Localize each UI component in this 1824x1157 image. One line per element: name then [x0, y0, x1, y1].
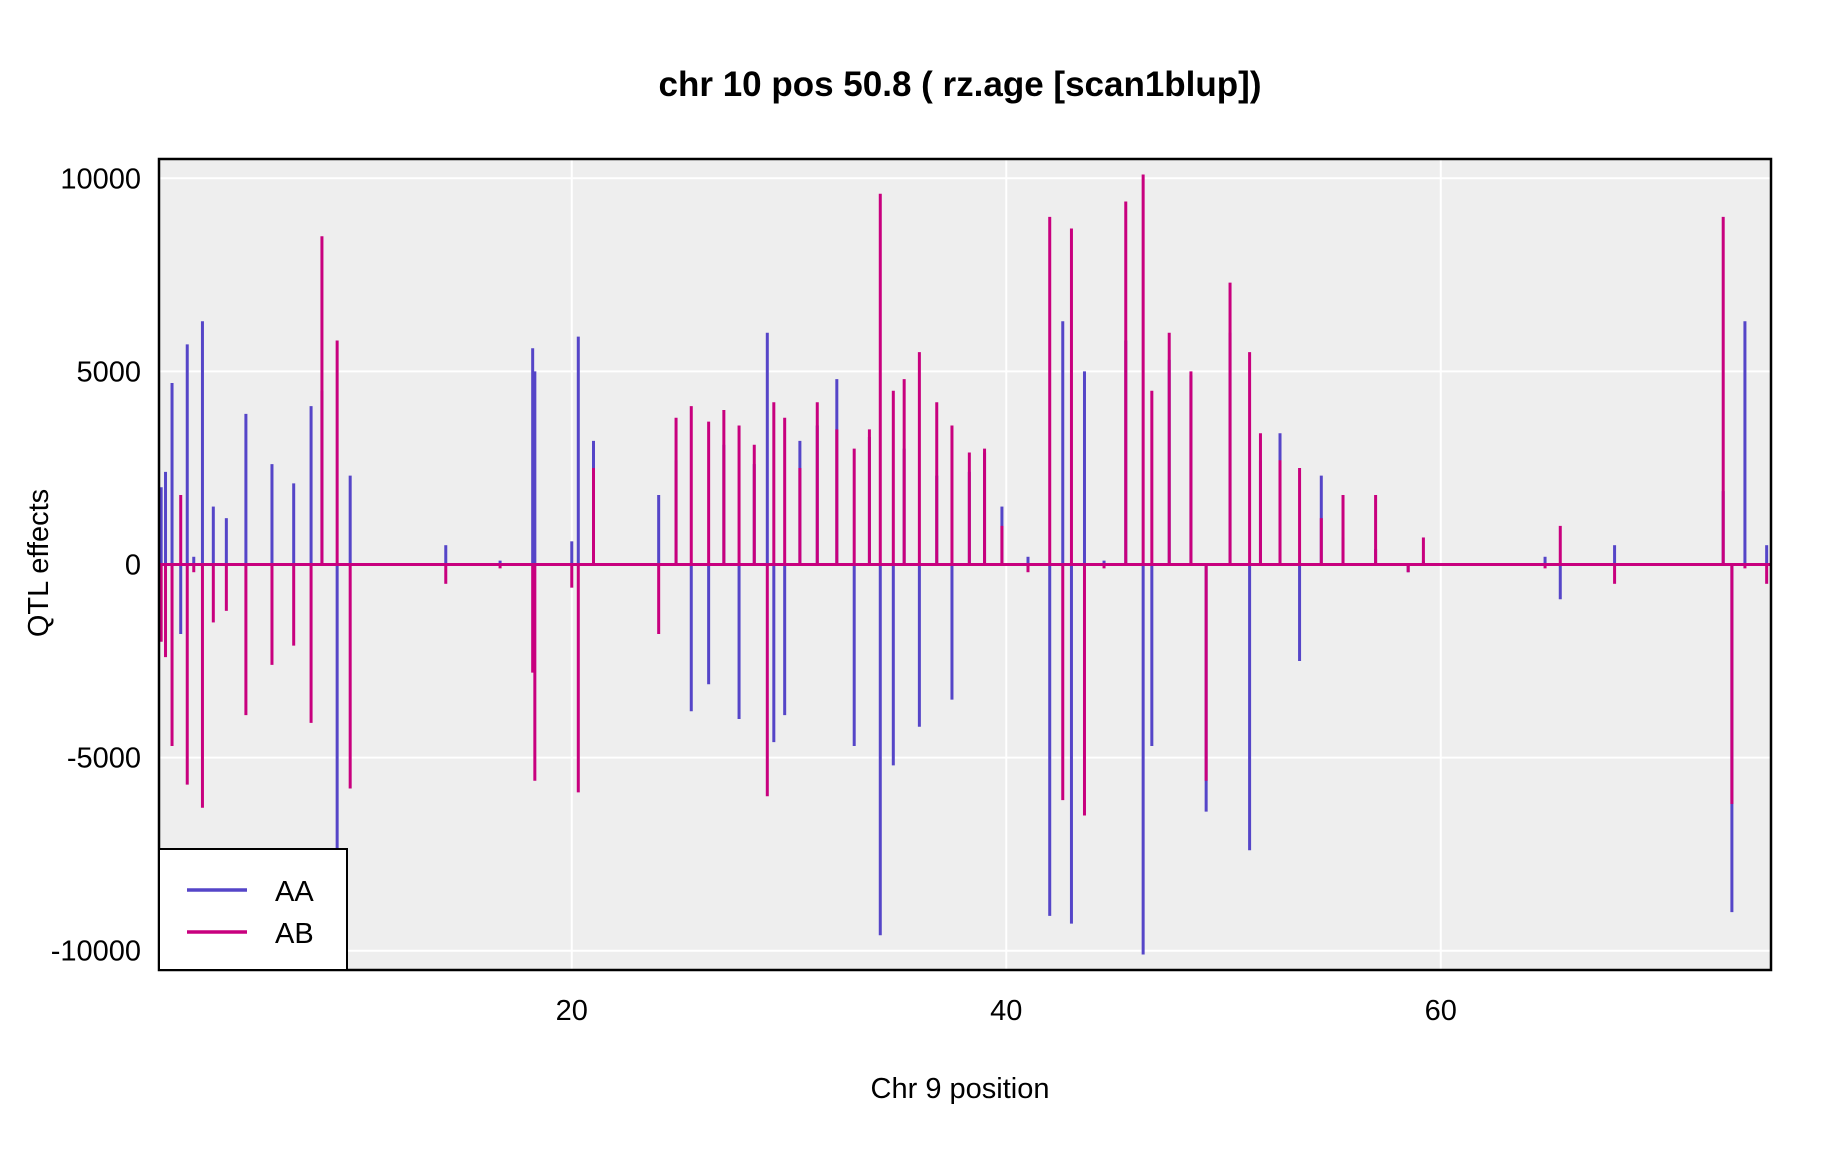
x-tick-label: 60 [1425, 995, 1457, 1027]
legend: AA AB [158, 848, 348, 971]
y-tick-label: 10000 [60, 163, 141, 195]
y-tick-label: -10000 [51, 936, 141, 968]
x-tick-labels: 20 40 60 [556, 995, 1457, 1027]
y-tick-labels: 10000 5000 0 -5000 -10000 [51, 163, 141, 967]
series-layer [159, 174, 1771, 955]
legend-box [158, 848, 348, 971]
legend-label-aa: AA [275, 876, 314, 908]
x-axis-label: Chr 9 position [871, 1073, 1050, 1105]
y-tick-label: -5000 [67, 743, 141, 775]
x-tick-label: 20 [556, 995, 588, 1027]
legend-label-ab: AB [275, 918, 314, 950]
chart-title: chr 10 pos 50.8 ( rz.age [scan1blup]) [659, 65, 1262, 104]
plot-frame [157, 157, 1773, 972]
series-ab [159, 174, 1771, 816]
y-tick-label: 0 [125, 550, 141, 582]
y-axis-label: QTL effects [23, 489, 55, 637]
y-tick-label: 5000 [76, 356, 141, 388]
x-tick-label: 40 [990, 995, 1022, 1027]
